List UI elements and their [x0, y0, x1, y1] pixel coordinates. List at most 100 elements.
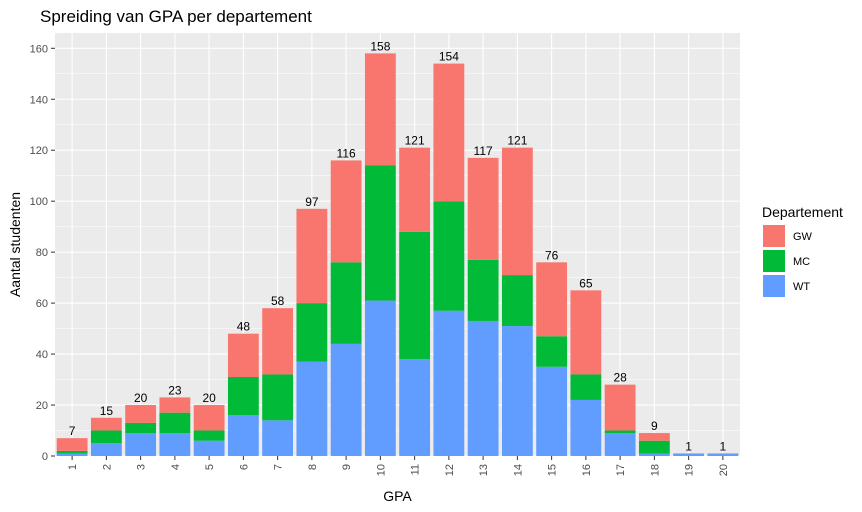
legend-key — [763, 250, 785, 272]
bar-segment — [536, 366, 568, 456]
bar-segment — [604, 433, 636, 456]
x-axis-title: GPA — [383, 488, 412, 504]
total-label: 121 — [507, 134, 527, 148]
bar-segment — [399, 231, 431, 360]
y-tick-label: 60 — [36, 298, 48, 310]
bar-segment — [399, 147, 431, 232]
legend: Departement GW MC WT — [762, 204, 843, 297]
x-tick-label: 5 — [204, 464, 216, 470]
x-tick-label: 4 — [170, 464, 182, 470]
total-label: 58 — [271, 294, 285, 308]
y-axis: 0 20 40 60 80 100 120 140 160 — [30, 43, 55, 463]
y-tick-label: 120 — [30, 145, 48, 157]
legend-label: MC — [793, 256, 810, 268]
bar-segment — [56, 438, 88, 451]
x-tick-label: 7 — [273, 464, 285, 470]
bar-segment — [433, 63, 465, 202]
bar-segment — [501, 275, 533, 327]
legend-label: WT — [793, 281, 810, 293]
x-tick-label: 1 — [67, 464, 79, 470]
total-labels: 7 15 20 23 20 48 58 97 116 158 121 154 117 121 76 65 28 9… — [69, 39, 727, 453]
x-tick-label: 13 — [478, 464, 490, 476]
bar-segment — [604, 384, 636, 431]
bar-segment — [262, 308, 294, 375]
total-label: 20 — [202, 391, 216, 405]
y-tick-label: 0 — [42, 451, 48, 463]
bar-segment — [193, 405, 225, 431]
bar-segment — [159, 412, 191, 434]
bar-segment — [536, 262, 568, 337]
bar-segment — [501, 326, 533, 456]
bar-segment — [604, 430, 636, 434]
bar-segment — [227, 415, 259, 456]
bar-segment — [330, 262, 362, 344]
total-label: 1 — [720, 439, 727, 453]
bar-segment — [296, 303, 328, 362]
total-label: 20 — [134, 391, 148, 405]
total-label: 7 — [69, 424, 76, 438]
bar-segment — [638, 453, 670, 456]
bar-segment — [570, 374, 602, 400]
bars — [56, 53, 739, 456]
bar-segment — [125, 405, 157, 423]
bar-segment — [125, 433, 157, 456]
x-axis: 1 2 3 4 5 6 7 8 9 10 11 12 13 14 15 16 17 18 19 20 — [67, 456, 730, 476]
x-tick-label: 14 — [512, 464, 524, 476]
total-label: 117 — [474, 144, 493, 158]
bar-segment — [296, 361, 328, 456]
total-label: 121 — [405, 134, 425, 148]
bar-segment — [56, 450, 88, 454]
y-tick-label: 100 — [30, 196, 48, 208]
bar-segment — [433, 310, 465, 456]
bar-segment — [570, 290, 602, 375]
bar-segment — [90, 417, 122, 431]
y-tick-label: 20 — [36, 400, 48, 412]
bar-segment — [125, 422, 157, 434]
x-tick-label: 17 — [615, 464, 627, 476]
bar-segment — [227, 333, 259, 378]
plot-panel — [55, 33, 740, 456]
bar-segment — [433, 201, 465, 311]
bar-segment — [159, 433, 191, 456]
bar-segment — [227, 377, 259, 416]
y-tick-label: 40 — [36, 349, 48, 361]
bar-segment — [673, 453, 705, 456]
bar-segment — [193, 430, 225, 441]
x-tick-label: 10 — [375, 464, 387, 476]
bar-segment — [364, 165, 396, 301]
x-tick-label: 2 — [101, 464, 113, 470]
bar-segment — [536, 336, 568, 367]
bar-segment — [707, 453, 739, 456]
bar-segment — [501, 147, 533, 276]
total-label: 97 — [305, 195, 319, 209]
total-label: 116 — [337, 146, 356, 160]
bar-segment — [570, 399, 602, 456]
legend-title: Departement — [762, 204, 843, 220]
x-tick-label: 19 — [684, 464, 696, 476]
x-tick-label: 18 — [649, 464, 661, 476]
x-tick-label: 3 — [136, 464, 148, 470]
bar-segment — [193, 440, 225, 456]
legend-key — [763, 275, 785, 297]
x-tick-label: 20 — [718, 464, 730, 476]
total-label: 65 — [579, 276, 593, 290]
total-label: 76 — [545, 248, 559, 262]
bar-segment — [262, 420, 294, 456]
bar-segment — [90, 430, 122, 444]
x-tick-label: 12 — [444, 464, 456, 476]
bar-segment — [330, 343, 362, 456]
chart-title: Spreiding van GPA per departement — [40, 7, 312, 26]
total-label: 158 — [370, 39, 390, 53]
legend-label: GW — [793, 231, 813, 243]
total-label: 9 — [651, 419, 658, 433]
x-tick-label: 16 — [581, 464, 593, 476]
bar-segment — [56, 453, 88, 456]
x-tick-label: 9 — [341, 464, 353, 470]
bar-segment — [364, 53, 396, 166]
y-axis-title: Aantal studenten — [7, 192, 23, 297]
bar-segment — [638, 433, 670, 441]
total-label: 1 — [685, 439, 692, 453]
total-label: 154 — [439, 50, 459, 64]
x-tick-label: 8 — [307, 464, 319, 470]
